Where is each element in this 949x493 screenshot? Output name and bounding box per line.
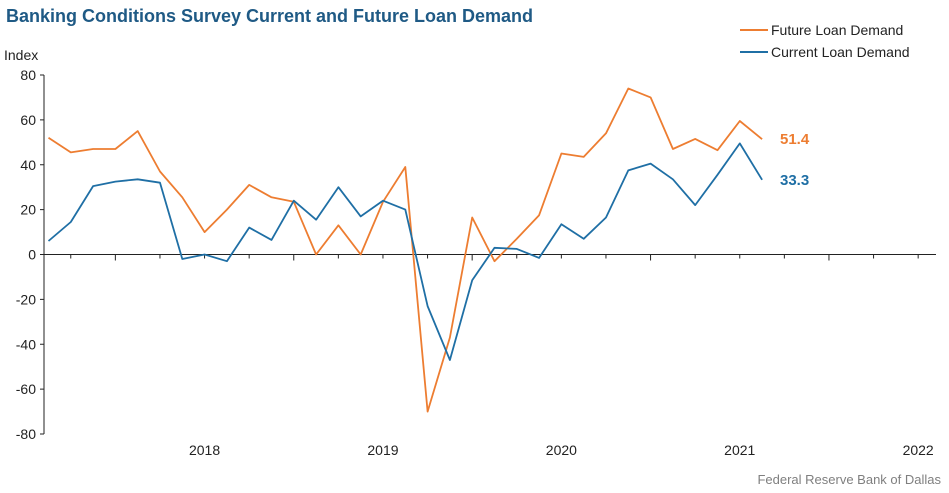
legend-label: Future Loan Demand — [771, 22, 903, 38]
x-tick-label: 2022 — [903, 442, 934, 458]
legend-label: Current Loan Demand — [771, 44, 910, 60]
x-tick-label: 2018 — [189, 442, 220, 458]
series-line-future — [48, 87, 763, 413]
y-tick-label: -20 — [16, 291, 36, 307]
x-tick-label: 2021 — [724, 442, 755, 458]
source-note: Federal Reserve Bank of Dallas — [757, 472, 941, 487]
chart-title: Banking Conditions Survey Current and Fu… — [6, 6, 534, 26]
y-tick-label: -60 — [16, 381, 36, 397]
y-tick-label: 60 — [20, 112, 36, 128]
end-value-label: 33.3 — [780, 172, 809, 189]
y-tick-label: 80 — [20, 67, 36, 83]
y-tick-label: 0 — [28, 247, 36, 263]
y-tick-label: 40 — [20, 157, 36, 173]
series-lines — [47, 87, 763, 413]
series-line-current — [47, 142, 763, 361]
x-tick-label: 2020 — [546, 442, 577, 458]
x-tick-label: 2019 — [367, 442, 398, 458]
y-tick-label: -80 — [16, 426, 36, 442]
y-axis-label: Index — [4, 47, 38, 63]
axes: 80 60 40 20 0 -20 -40 -60 -80 2018 2019 2020 2021 202… — [16, 67, 936, 458]
end-value-label: 51.4 — [780, 131, 810, 148]
legend: Future Loan Demand Current Loan Demand — [740, 22, 910, 60]
y-tick-label: -40 — [16, 336, 36, 352]
y-tick-label: 20 — [20, 202, 36, 218]
end-labels: 51.4 33.3 — [780, 131, 810, 189]
